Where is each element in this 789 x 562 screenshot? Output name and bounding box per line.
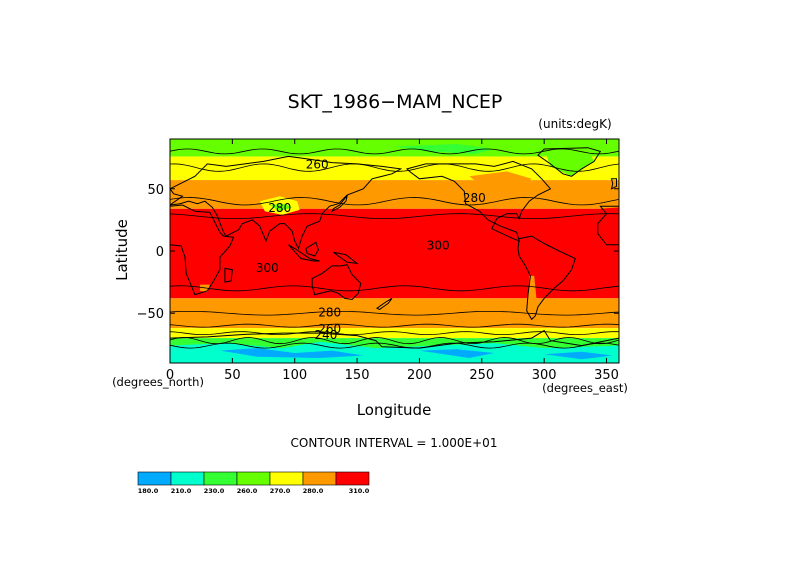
- colorbar-swatch-1: [170, 471, 205, 486]
- colorbar: 180.0 210.0 230.0 260.0 270.0 280.0 310.0: [137, 471, 370, 495]
- north-america-outline: [406, 160, 552, 242]
- x-tick-label-1: 50: [224, 368, 241, 383]
- color-band-290_300_south: [170, 298, 619, 329]
- y-tick-label-0: 50: [147, 183, 164, 198]
- colorbar-level-1: 210.0: [171, 487, 192, 495]
- south-america-outline: [517, 235, 576, 321]
- contour-label-2: 280: [463, 191, 486, 205]
- chart-text: SKT_1986−MAM_NCEP (units:degK) Longitude…: [112, 91, 628, 450]
- africa-outline: [170, 204, 235, 296]
- colorbar-swatch-0: [137, 471, 172, 486]
- contour-label-6: 260: [318, 322, 341, 336]
- contour-label-7: 240: [314, 328, 337, 342]
- color-band-290_300_north: [170, 180, 619, 209]
- x-unit-label: (degrees_east): [542, 381, 628, 395]
- contour-240-south: [170, 342, 619, 349]
- contour-280-south: [170, 311, 619, 316]
- axes: 0 50 100 150 200 250 300 350 50 0 −50: [137, 138, 620, 383]
- y-tick-label-1: 0: [156, 245, 164, 260]
- x-tick-label-7: 350: [594, 368, 619, 383]
- contour-250-south: [170, 337, 619, 345]
- colorbar-swatch-2: [203, 471, 238, 486]
- colorbar-level-0: 180.0: [138, 487, 159, 495]
- contour-300-north: [170, 213, 619, 219]
- canada-warm-patch: [469, 171, 532, 189]
- color-band-250_260_south: [170, 338, 619, 349]
- y-tick-label-2: −50: [137, 307, 164, 322]
- andes-patch: [528, 275, 537, 316]
- units-label: (units:degK): [538, 117, 611, 131]
- colorbar-swatch-6: [335, 471, 370, 486]
- x-tick-label-4: 200: [407, 368, 432, 383]
- contour-270-south: [170, 323, 619, 328]
- contour-label-1: 280: [268, 201, 291, 215]
- contour-250-north: [170, 148, 619, 155]
- y-unit-label: (degrees_north): [112, 375, 204, 389]
- antarctic-blue-1: [219, 348, 364, 358]
- color-band-gt_300: [170, 208, 619, 299]
- japan-outline: [330, 194, 348, 213]
- x-tick-label-5: 250: [469, 368, 494, 383]
- contour-label-4: 300: [256, 261, 279, 275]
- contour-260-north: [170, 163, 619, 172]
- x-tick-label-3: 150: [345, 368, 370, 383]
- colorbar-level-2: 230.0: [204, 487, 225, 495]
- x-tick-label-2: 100: [282, 368, 307, 383]
- colorbar-level-5: 280.0: [303, 487, 324, 495]
- contour-280-north: [170, 197, 619, 206]
- antarctic-teal-1: [170, 341, 619, 363]
- colorbar-swatch-3: [236, 471, 271, 486]
- contour-300-south: [170, 285, 619, 292]
- new-guinea-outline: [333, 251, 359, 265]
- greenland-outline: [537, 147, 602, 177]
- contour-260-south: [170, 331, 619, 335]
- new-zealand-outline: [376, 297, 393, 311]
- indonesia-outline: [288, 244, 320, 262]
- contour-interval-text: CONTOUR INTERVAL = 1.000E+01: [291, 436, 498, 450]
- colorbar-level-3: 260.0: [237, 487, 258, 495]
- chart-title: SKT_1986−MAM_NCEP: [288, 91, 503, 113]
- uk-outline: [610, 178, 617, 190]
- madagascar-outline: [224, 267, 233, 283]
- x-tick-label-0: 0: [166, 368, 174, 383]
- contour-label-0: 260: [306, 158, 329, 172]
- antarctic-blue-2: [419, 349, 495, 358]
- colorbar-level-6: 310.0: [349, 487, 370, 495]
- australia-outline: [311, 264, 362, 301]
- africa-west-outline: [597, 205, 619, 246]
- contour-lines: [170, 148, 619, 349]
- y-axis-label: Latitude: [113, 219, 131, 281]
- colorbar-swatch-5: [302, 471, 337, 486]
- colorbar-level-4: 270.0: [270, 487, 291, 495]
- tibet-core-patch: [269, 203, 293, 212]
- x-tick-label-6: 300: [532, 368, 557, 383]
- x-axis-label: Longitude: [357, 401, 432, 419]
- map-plot-area: [170, 139, 619, 363]
- color-band-270_280_south: [170, 328, 619, 339]
- colorbar-swatch-4: [269, 471, 304, 486]
- contour-label-5: 280: [318, 306, 341, 320]
- contour-label-3: 300: [427, 239, 450, 253]
- antarctic-blue-3: [544, 351, 613, 360]
- borneo-outline: [305, 241, 319, 257]
